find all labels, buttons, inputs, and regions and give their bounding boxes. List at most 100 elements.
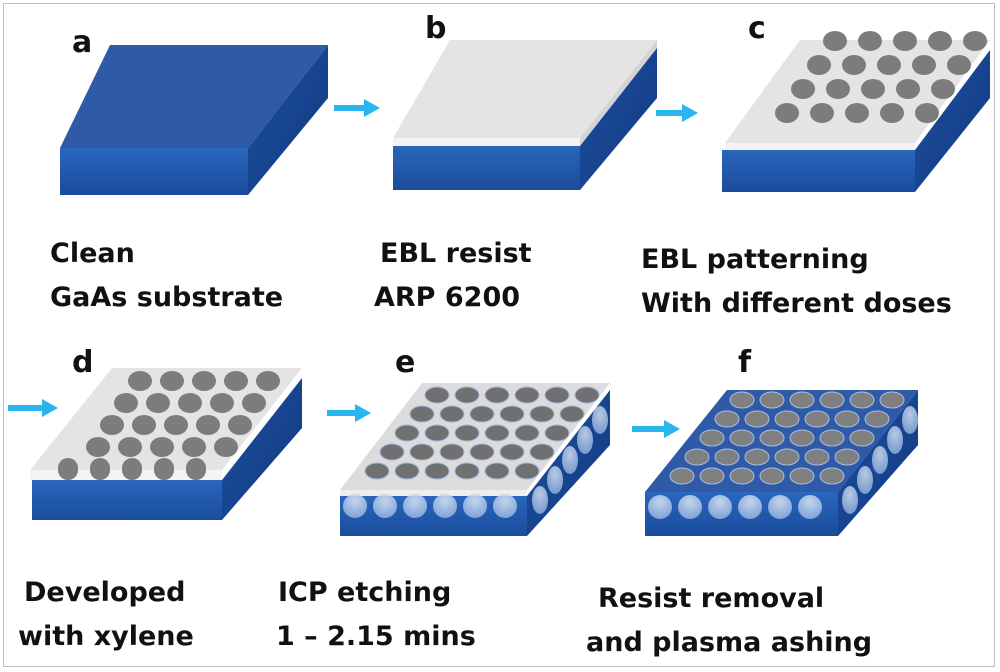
pits-front [648, 406, 918, 519]
dot [842, 55, 866, 75]
etched-hole [559, 405, 585, 423]
pit [804, 410, 830, 428]
hole [164, 415, 188, 435]
resist-top [393, 40, 657, 138]
dot [858, 31, 882, 51]
etched-hole [544, 424, 570, 442]
etched-pit [463, 494, 487, 518]
etched-hole [394, 424, 420, 442]
resist-edge [393, 138, 580, 146]
resist-edge [340, 490, 527, 496]
resist-column [122, 458, 142, 480]
hole [114, 393, 138, 413]
dot [826, 79, 850, 99]
pit [744, 410, 770, 428]
etched-hole [454, 424, 480, 442]
hole [242, 393, 266, 413]
etched-hole [394, 462, 420, 480]
hole [256, 371, 280, 391]
substrate-side [915, 50, 990, 192]
dot [775, 103, 799, 123]
pit [744, 448, 770, 466]
front-pit [708, 495, 732, 519]
etched-hole [454, 462, 480, 480]
pit [759, 467, 785, 485]
arrow-into-e [327, 404, 371, 422]
panel-f: f Resist removal and plasma ashing [586, 345, 918, 658]
pit [729, 429, 755, 447]
etched-hole [409, 405, 435, 423]
dot [807, 55, 831, 75]
etched-pit [403, 494, 427, 518]
etched-hole [424, 424, 450, 442]
side-pit [592, 406, 608, 434]
hole [224, 371, 248, 391]
pit [789, 429, 815, 447]
arrow-b-to-c [656, 104, 698, 122]
pit [759, 429, 785, 447]
panel-letter: e [395, 345, 415, 380]
etched-hole [454, 386, 480, 404]
substrate-front [60, 148, 248, 195]
pit [729, 391, 755, 409]
arrow-into-f [632, 420, 680, 438]
dot [963, 31, 987, 51]
panel-letter: d [72, 345, 93, 380]
exposed-dots [775, 31, 987, 123]
hole [100, 415, 124, 435]
panel-caption-line-1: EBL patterning [641, 244, 869, 275]
pit [819, 391, 845, 409]
panel-caption-line-2: GaAs substrate [50, 282, 283, 313]
dot [893, 31, 917, 51]
hole [150, 437, 174, 457]
front-pit [768, 495, 792, 519]
dot [877, 55, 901, 75]
pit [699, 467, 725, 485]
side-pit [887, 426, 903, 454]
dot [928, 31, 952, 51]
pit [804, 448, 830, 466]
pit [789, 467, 815, 485]
etched-hole [574, 386, 600, 404]
side-pit [842, 486, 858, 514]
side-pit [577, 426, 593, 454]
arrow-into-d [8, 399, 58, 417]
hole [160, 371, 184, 391]
pit [849, 391, 875, 409]
hole [210, 393, 234, 413]
etched-hole [529, 405, 555, 423]
front-pit [798, 495, 822, 519]
panel-a: a Clean GaAs substrate [50, 25, 328, 313]
hole [228, 415, 252, 435]
substrate-side [248, 45, 328, 195]
side-pit [872, 446, 888, 474]
hole [182, 437, 206, 457]
panel-letter: a [72, 25, 92, 60]
panel-letter: c [748, 11, 766, 46]
panel-letter: f [738, 345, 752, 380]
substrate-front [32, 480, 222, 520]
front-pit [738, 495, 762, 519]
dot [880, 103, 904, 123]
developed-columns [58, 458, 206, 480]
hole [214, 437, 238, 457]
pit [864, 410, 890, 428]
substrate-front [722, 150, 915, 192]
etched-hole [469, 443, 495, 461]
dot [915, 103, 939, 123]
resist-column [58, 458, 78, 480]
substrate-top [60, 45, 328, 148]
pit [669, 467, 695, 485]
panel-caption-line-1: Clean [50, 238, 135, 269]
etched-hole [544, 386, 570, 404]
etched-hole [514, 424, 540, 442]
panel-caption-line-1: EBL resist [380, 238, 532, 269]
dot [947, 55, 971, 75]
pit [819, 429, 845, 447]
resist-edge [725, 143, 915, 150]
pit [819, 467, 845, 485]
pit [759, 391, 785, 409]
dot [931, 79, 955, 99]
etched-hole [484, 462, 510, 480]
resist-column [186, 458, 206, 480]
